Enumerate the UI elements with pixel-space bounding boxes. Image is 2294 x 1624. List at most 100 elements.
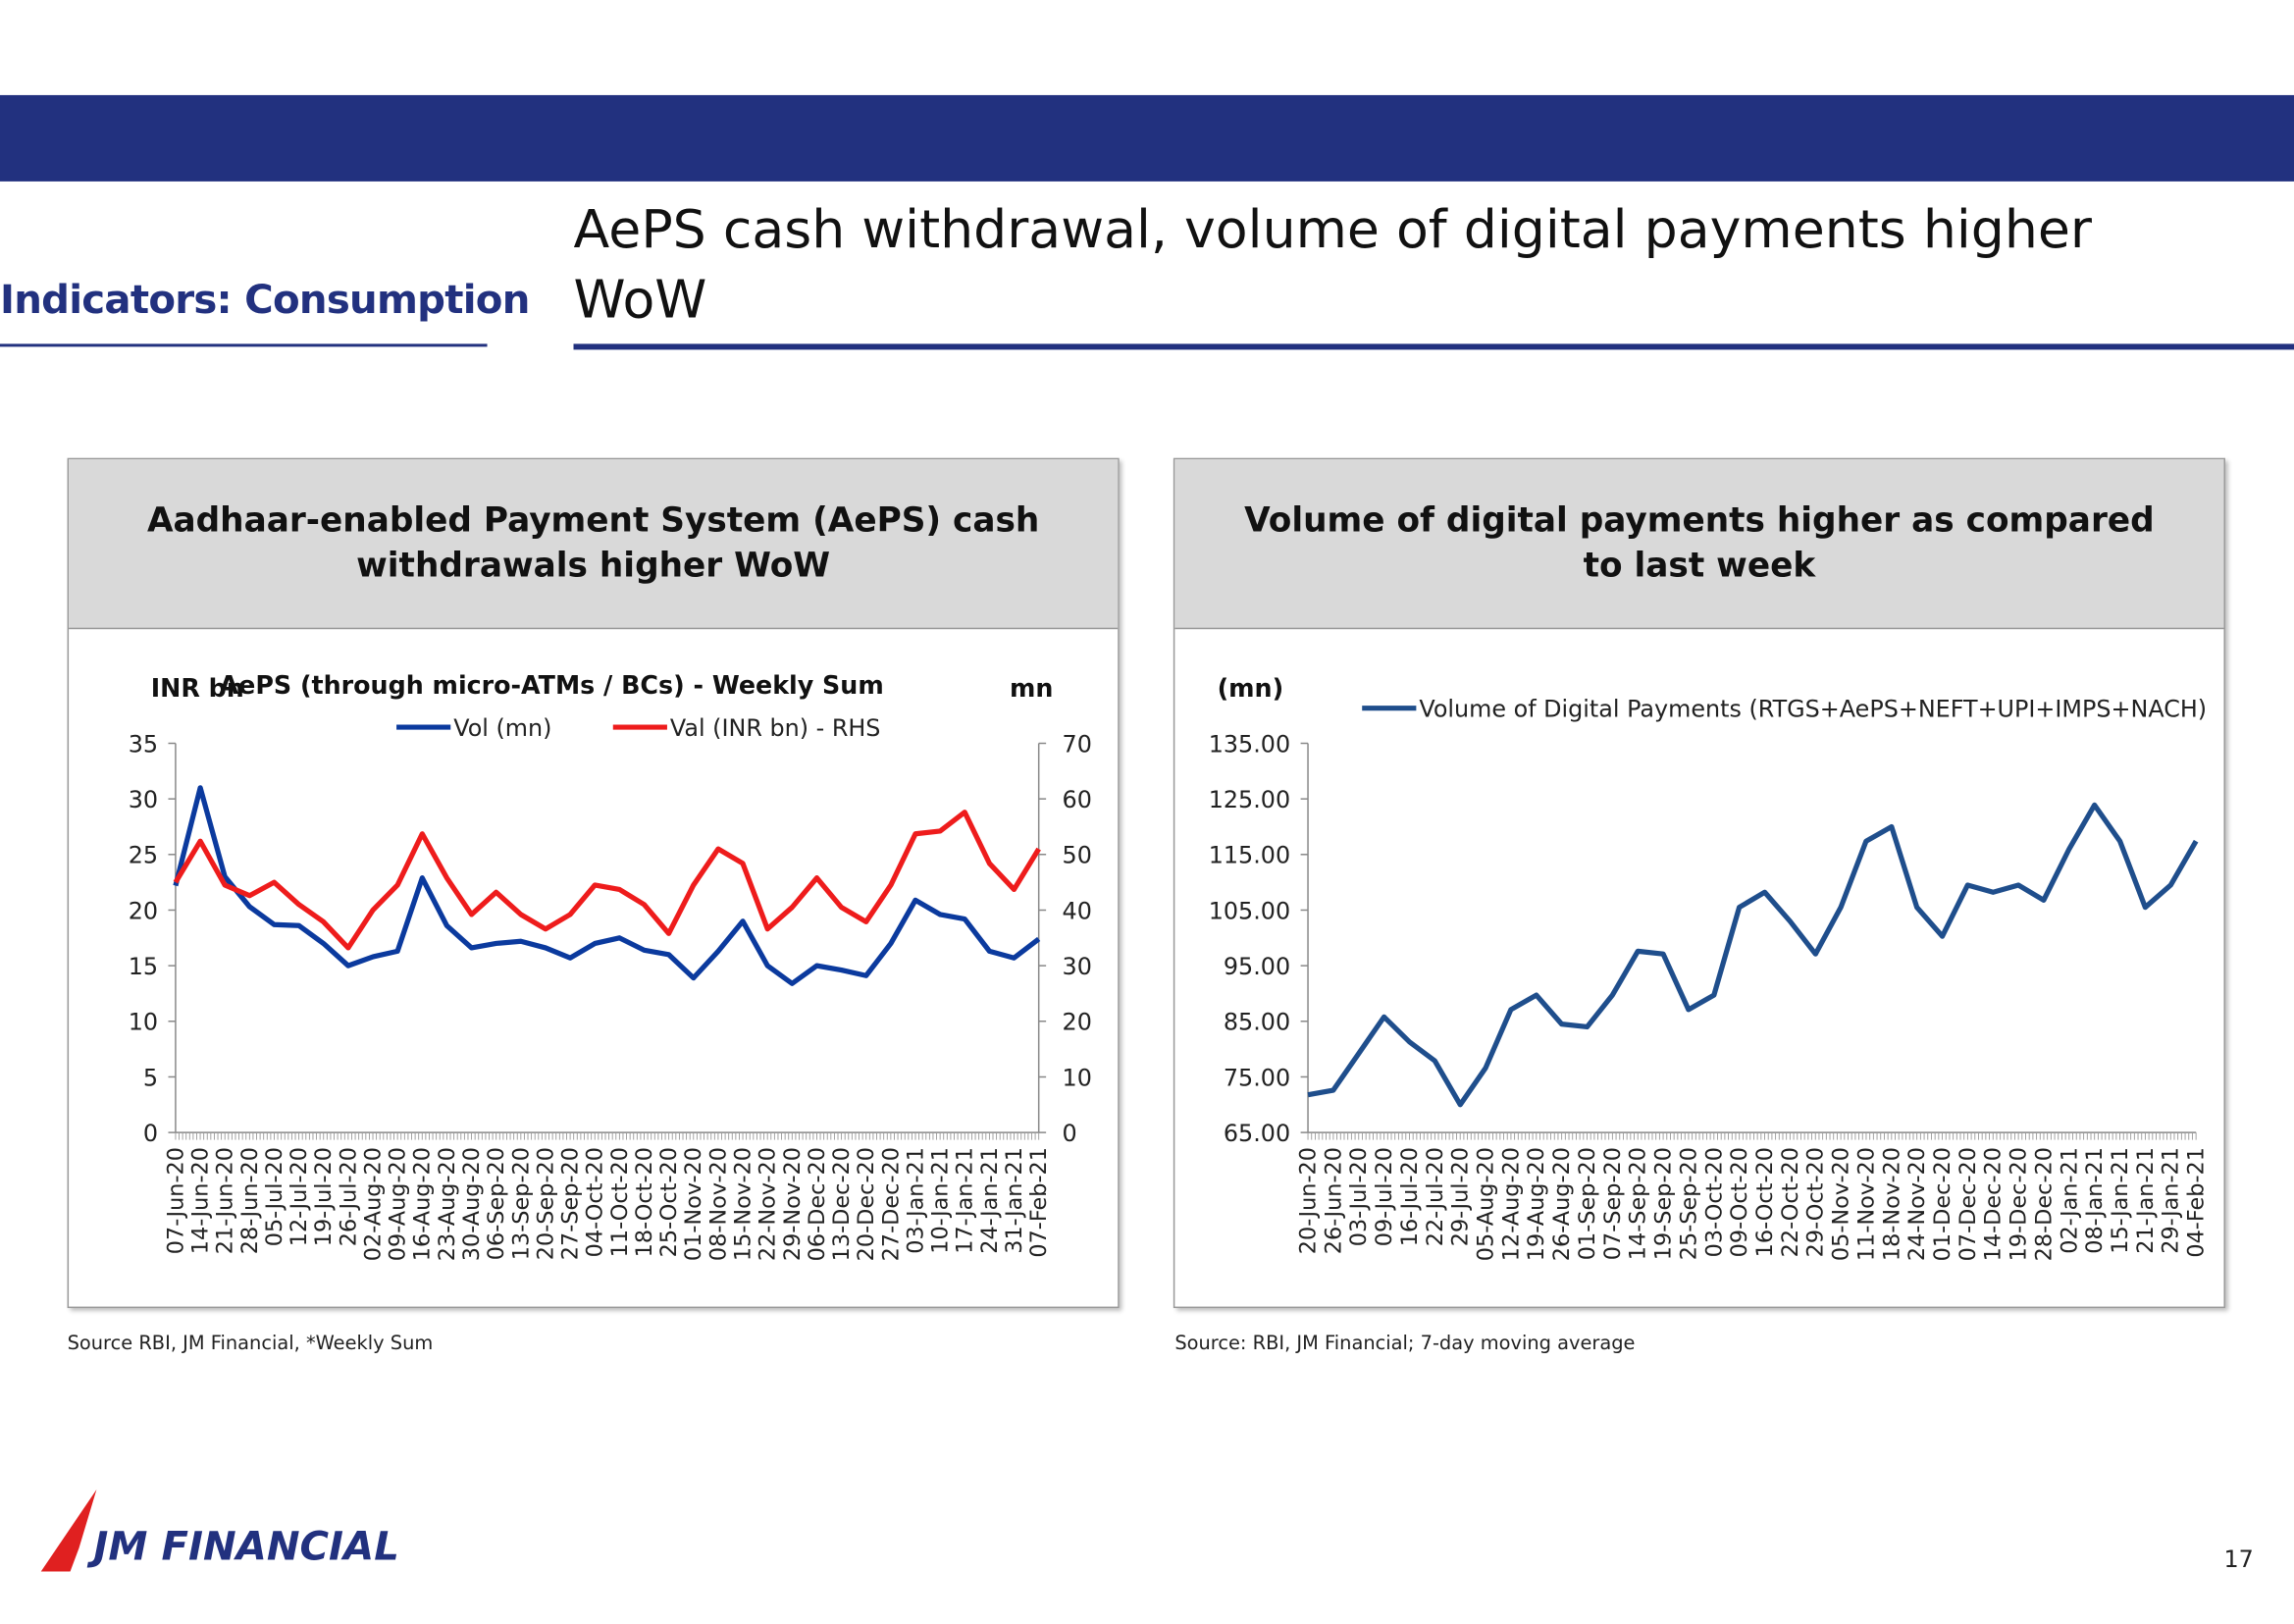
- x-tick-label: 29-Jan-21: [2159, 1147, 2184, 1254]
- x-tick-label: 16-Aug-20: [410, 1147, 436, 1261]
- x-tick-label: 03-Jan-21: [903, 1147, 928, 1254]
- x-tick-label: 18-Oct-20: [632, 1147, 657, 1257]
- x-tick-label: 17-Jan-21: [953, 1147, 978, 1254]
- x-tick-label: 05-Nov-20: [1829, 1147, 1854, 1261]
- x-tick-label: 24-Jan-21: [977, 1147, 1003, 1254]
- x-tick-label: 21-Jun-20: [213, 1147, 238, 1254]
- x-tick-label: 24-Nov-20: [1904, 1147, 1930, 1261]
- y-tick-label: 95.00: [1224, 953, 1290, 980]
- x-tick-label: 25-Sep-20: [1676, 1147, 1701, 1260]
- legend-label: Volume of Digital Payments (RTGS+AePS+NE…: [1419, 696, 2207, 723]
- x-tick-label: 11-Nov-20: [1853, 1147, 1879, 1261]
- x-tick-label: 07-Feb-21: [1026, 1147, 1052, 1258]
- y2-tick-label: 20: [1063, 1009, 1092, 1036]
- series-line: [1307, 802, 2199, 1108]
- y-axis-label: (mn): [1218, 673, 1284, 703]
- y-tick-label: 25: [129, 842, 158, 869]
- section-underline: [0, 343, 488, 347]
- x-tick-label: 15-Jan-21: [2108, 1147, 2133, 1254]
- logo-text: JM FINANCIAL: [93, 1524, 399, 1570]
- x-tick-label: 28-Dec-20: [2031, 1147, 2057, 1261]
- x-tick-label: 16-Oct-20: [1752, 1147, 1778, 1257]
- series-line: [173, 785, 1041, 986]
- x-tick-label: 12-Aug-20: [1498, 1147, 1524, 1261]
- section-label: Indicators: Consumption: [0, 278, 530, 324]
- x-tick-label: 04-Oct-20: [583, 1147, 608, 1257]
- x-tick-label: 28-Jun-20: [237, 1147, 263, 1254]
- legend-label: Val (INR bn) - RHS: [670, 714, 881, 742]
- logo-mark: [40, 1489, 97, 1572]
- chart: 0 5 10 15 20 25 30 35 0 10 20 30 40 50 60 70 07-Jun-20 14…: [129, 670, 1092, 1262]
- source-note: Source: RBI, JM Financial; 7-day moving …: [1174, 1333, 1636, 1355]
- y-tick-label: 30: [129, 786, 158, 813]
- x-tick-label: 21-Jan-21: [2133, 1147, 2159, 1254]
- x-tick-label: 03-Jul-20: [1346, 1147, 1372, 1246]
- x-tick-label: 10-Jan-21: [928, 1147, 954, 1254]
- x-tick-label: 27-Dec-20: [878, 1147, 904, 1261]
- x-tick-label: 20-Jun-20: [1295, 1147, 1321, 1254]
- x-tick-label: 19-Sep-20: [1651, 1147, 1677, 1260]
- chart-title: Aadhaar-enabled Payment System (AePS) ca…: [69, 459, 1119, 630]
- x-tick-label: 31-Jan-21: [1002, 1147, 1027, 1254]
- y-tick-label: 65.00: [1224, 1120, 1290, 1147]
- y-tick-label: 115.00: [1209, 842, 1290, 869]
- x-tick-label: 19-Dec-20: [2007, 1147, 2032, 1261]
- x-tick-label: 02-Aug-20: [360, 1147, 386, 1261]
- x-tick-label: 22-Oct-20: [1778, 1147, 1803, 1257]
- x-tick-label: 01-Nov-20: [681, 1147, 706, 1261]
- x-tick-label: 11-Oct-20: [607, 1147, 633, 1257]
- y-tick-label: 105.00: [1209, 897, 1290, 924]
- y-tick-label: 85.00: [1224, 1009, 1290, 1036]
- y-tick-label: 0: [143, 1120, 158, 1147]
- y-tick-label: 125.00: [1209, 786, 1290, 813]
- x-tick-label: 06-Dec-20: [805, 1147, 830, 1261]
- x-tick-label: 26-Aug-20: [1549, 1147, 1575, 1261]
- x-tick-label: 22-Jul-20: [1423, 1147, 1448, 1246]
- source-note: Source RBI, JM Financial, *Weekly Sum: [67, 1333, 434, 1355]
- y-tick-label: 10: [129, 1009, 158, 1036]
- x-tick-label: 29-Oct-20: [1803, 1147, 1829, 1257]
- x-tick-label: 05-Jul-20: [262, 1147, 287, 1246]
- chart-subtitle: AePS (through micro-ATMs / BCs) - Weekly…: [220, 670, 884, 700]
- y2-tick-label: 0: [1063, 1120, 1077, 1147]
- x-tick-label: 30-Aug-20: [459, 1147, 485, 1261]
- series-line: [173, 810, 1041, 951]
- x-tick-label: 01-Dec-20: [1930, 1147, 1955, 1261]
- y-axis-label: INR bn: [151, 673, 244, 703]
- chart-panel: Volume of digital payments higher as com…: [1173, 457, 2225, 1309]
- page-number: 17: [2223, 1545, 2254, 1573]
- x-tick-label: 06-Sep-20: [484, 1147, 509, 1260]
- x-tick-label: 20-Dec-20: [854, 1147, 879, 1261]
- x-tick-label: 13-Dec-20: [829, 1147, 855, 1261]
- x-tick-label: 07-Jun-20: [163, 1147, 188, 1254]
- x-tick-label: 18-Nov-20: [1879, 1147, 1904, 1261]
- x-tick-label: 20-Sep-20: [533, 1147, 558, 1260]
- y-tick-label: 35: [129, 730, 158, 758]
- chart: 65.00 75.00 85.00 95.00 105.00 115.00 125.00 13…: [1209, 673, 2210, 1262]
- x-tick-label: 09-Jul-20: [1372, 1147, 1397, 1246]
- x-tick-label: 09-Oct-20: [1727, 1147, 1752, 1257]
- y-tick-label: 5: [143, 1064, 158, 1091]
- x-tick-label: 07-Sep-20: [1600, 1147, 1626, 1260]
- x-tick-label: 15-Nov-20: [731, 1147, 756, 1261]
- x-tick-label: 01-Sep-20: [1575, 1147, 1600, 1260]
- x-tick-label: 12-Jul-20: [287, 1147, 312, 1246]
- x-tick-label: 23-Aug-20: [435, 1147, 460, 1261]
- x-tick-label: 27-Sep-20: [558, 1147, 584, 1260]
- y2-axis-label: mn: [1010, 673, 1053, 703]
- x-tick-label: 03-Oct-20: [1701, 1147, 1727, 1257]
- y-tick-label: 20: [129, 897, 158, 924]
- x-tick-label: 08-Jan-21: [2082, 1147, 2108, 1254]
- x-tick-label: 22-Nov-20: [756, 1147, 781, 1261]
- x-tick-label: 26-Jul-20: [336, 1147, 361, 1246]
- x-tick-label: 14-Sep-20: [1626, 1147, 1651, 1260]
- x-tick-label: 13-Sep-20: [508, 1147, 534, 1260]
- x-tick-label: 16-Jul-20: [1397, 1147, 1423, 1246]
- x-tick-label: 29-Jul-20: [1448, 1147, 1474, 1246]
- x-tick-label: 19-Jul-20: [311, 1147, 337, 1246]
- x-tick-label: 19-Aug-20: [1524, 1147, 1549, 1261]
- x-tick-label: 09-Aug-20: [386, 1147, 411, 1261]
- legend-label: Vol (mn): [453, 714, 551, 742]
